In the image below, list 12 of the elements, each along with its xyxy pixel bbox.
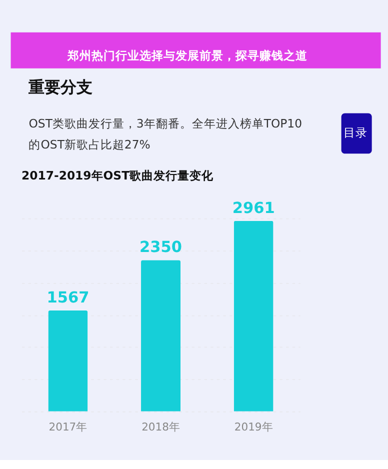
text: 重要分支 [28, 78, 93, 97]
x-tick-label: 2018年 [142, 420, 180, 434]
x-tick-label: 2019年 [234, 420, 273, 434]
text: 目录 [344, 126, 368, 140]
data-label: 2961 [232, 198, 275, 217]
x-tick-label: 2017年 [48, 420, 88, 434]
data-label: 2350 [140, 238, 182, 256]
text: 郑州热门行业选择与发展前景，探寻赚钱之道 [66, 48, 309, 62]
text: OST类歌曲发行量，3年翻番。全年进入榜单TOP10 [28, 116, 302, 131]
data-label: 1567 [46, 288, 90, 306]
text: 的OST新歌占比超27% [28, 137, 150, 152]
chart-title: 2017-2019年OST歌曲发行量变化 [22, 168, 215, 183]
